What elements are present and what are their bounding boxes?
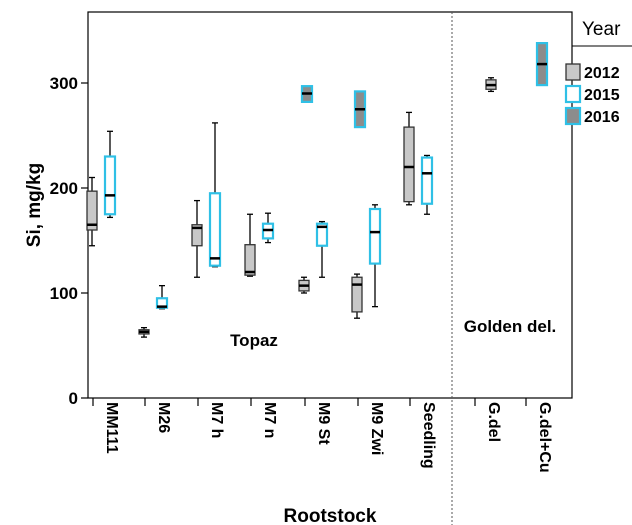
box-2012 (138, 326, 150, 338)
box-2015 (368, 204, 382, 308)
box-2012 (298, 276, 310, 294)
box-2015 (103, 130, 117, 219)
box-2012 (191, 199, 203, 278)
plot-frame (87, 11, 573, 399)
y-tick-label: 100 (50, 284, 78, 303)
x-category-label: M7 n (261, 402, 278, 438)
box-2015 (208, 122, 222, 268)
box-2016 (535, 41, 549, 87)
box-body (86, 190, 98, 231)
x-category-label: MM111 (103, 402, 120, 454)
annotation-topaz: Topaz (230, 331, 278, 350)
box-body (403, 126, 415, 203)
box-2016 (353, 90, 367, 129)
box-2012 (485, 77, 497, 93)
x-category-label: Seedling (420, 402, 437, 469)
box-2012 (351, 273, 363, 319)
box-body (208, 192, 222, 267)
x-category-label: M7 h (208, 402, 225, 438)
box-body (351, 276, 363, 313)
legend-label: 2015 (584, 87, 620, 104)
box-2016 (300, 85, 314, 104)
legend-label: 2016 (584, 109, 620, 126)
legend-swatch (564, 106, 582, 126)
box-body (103, 155, 117, 216)
box-2012 (244, 213, 256, 277)
box-2015 (315, 220, 329, 278)
y-axis-title: Si, mg/kg (24, 163, 45, 247)
box-series (86, 41, 549, 338)
box-body (191, 224, 203, 247)
y-axis: 0 100 200 300 (50, 74, 88, 408)
x-category-label: M9 Zwi (368, 402, 385, 455)
box-2012 (403, 111, 415, 206)
box-2015 (420, 154, 434, 215)
y-tick-label: 200 (50, 179, 78, 198)
box-body (244, 244, 256, 276)
box-body (315, 222, 329, 247)
legend-swatch (564, 84, 582, 104)
y-tick-label: 0 (69, 389, 78, 408)
annotation-golden: Golden del. (464, 317, 557, 336)
box-body (368, 207, 382, 265)
box-2012 (86, 176, 98, 247)
box-2015 (261, 212, 275, 244)
x-category-label: G.del+Cu (536, 402, 553, 473)
x-category-label: M26 (155, 402, 172, 433)
legend: Year 2012 2015 2016 (564, 19, 632, 126)
y-tick-label: 300 (50, 74, 78, 93)
box-2015 (155, 284, 169, 310)
x-axis: MM111 M26 M7 h M7 n M9 St M9 Zwi Seedling G.del… (92, 398, 553, 473)
legend-swatch (565, 63, 581, 81)
x-axis-title: Rootstock (284, 506, 377, 525)
x-category-label: G.del (485, 402, 502, 442)
x-category-label: M9 St (315, 402, 332, 445)
legend-label: 2012 (584, 65, 620, 82)
box-body (420, 156, 434, 205)
legend-title: Year (582, 19, 621, 40)
